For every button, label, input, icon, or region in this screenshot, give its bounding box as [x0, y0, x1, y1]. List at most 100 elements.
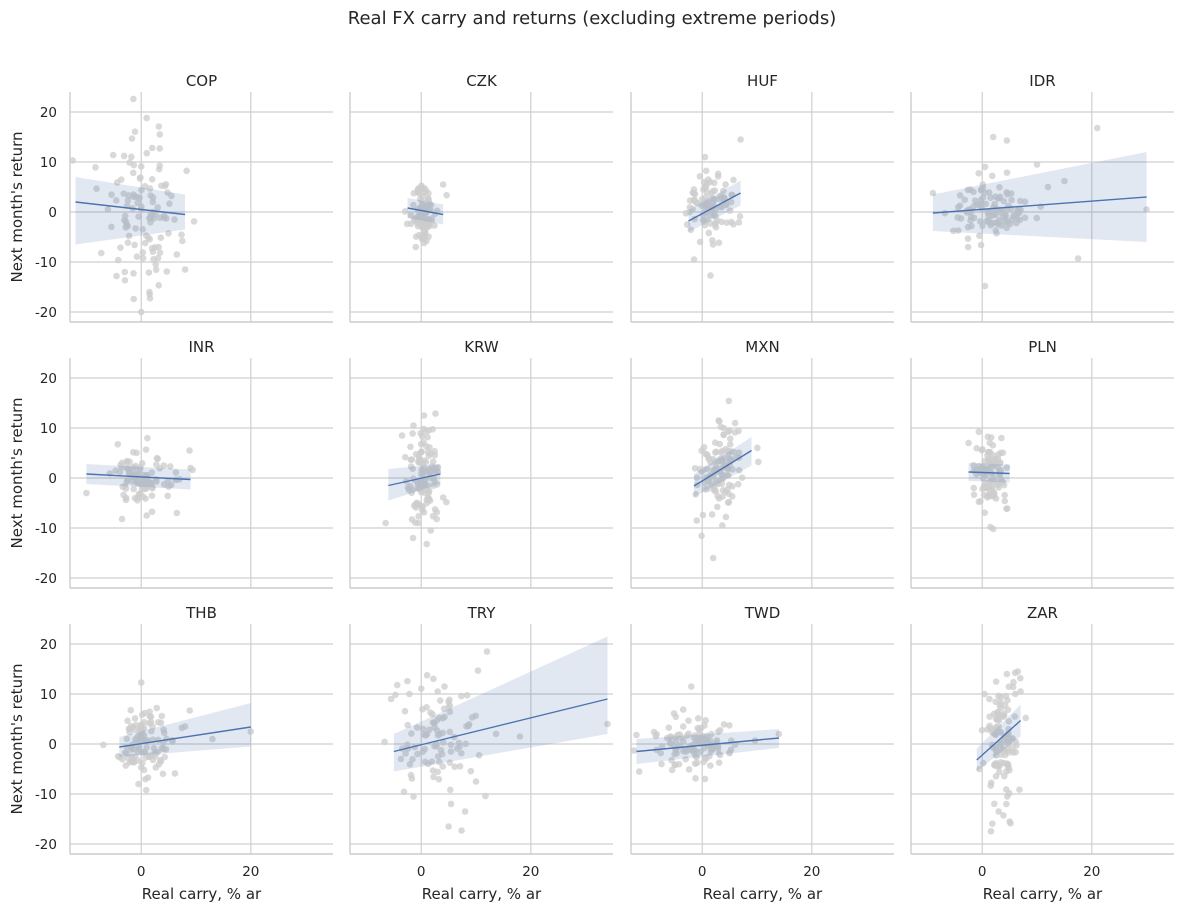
scatter-point — [397, 755, 405, 763]
y-tick-label: 10 — [40, 155, 57, 171]
scatter-point — [418, 479, 426, 486]
scatter-point — [143, 744, 150, 751]
scatter-point — [425, 489, 433, 497]
scatter-point — [125, 232, 133, 240]
scatter-point — [725, 397, 733, 405]
scatter-point — [410, 502, 418, 509]
panel-title-idr: IDR — [1029, 72, 1055, 90]
scatter-point — [702, 717, 710, 724]
scatter-point — [148, 469, 156, 476]
scatter-point — [993, 761, 1000, 769]
scatter-point — [463, 692, 471, 699]
scatter-point — [701, 221, 709, 229]
scatter-point — [693, 474, 701, 481]
scatter-point — [1014, 668, 1022, 675]
scatter-point — [970, 461, 977, 469]
scatter-point — [696, 238, 704, 246]
scatter-point — [996, 768, 1003, 776]
scatter-point — [108, 223, 115, 231]
x-tick-label: 20 — [1083, 864, 1100, 880]
scatter-point — [702, 167, 710, 175]
scatter-point — [403, 220, 411, 228]
scatter-point — [419, 200, 426, 208]
scatter-point — [414, 220, 421, 227]
scatter-point — [726, 722, 733, 729]
scatter-point — [133, 253, 141, 260]
scatter-point — [146, 288, 153, 296]
scatter-point — [187, 464, 194, 472]
scatter-point — [135, 490, 143, 498]
panel-czk: CZK — [349, 72, 613, 323]
scatter-point — [775, 730, 783, 738]
scatter-point — [1044, 183, 1052, 191]
scatter-point — [186, 707, 194, 714]
scatter-point — [160, 726, 167, 734]
scatter-point — [704, 453, 712, 461]
scatter-point — [993, 230, 1000, 237]
scatter-point — [685, 730, 692, 737]
scatter-point — [735, 427, 742, 435]
y-tick-label: 0 — [48, 205, 57, 221]
panel-krw: KRW — [349, 338, 613, 589]
scatter-point — [694, 724, 702, 732]
scatter-point — [674, 731, 681, 739]
scatter-point — [715, 417, 722, 424]
scatter-point — [433, 508, 441, 516]
scatter-point — [976, 765, 983, 773]
scatter-point — [724, 472, 732, 479]
scatter-point — [137, 735, 144, 743]
scatter-point — [400, 788, 408, 796]
scatter-point — [445, 703, 452, 711]
scatter-point — [430, 773, 437, 781]
scatter-point — [124, 239, 132, 246]
scatter-point — [121, 268, 129, 276]
scatter-point — [123, 750, 130, 757]
scatter-point — [148, 484, 156, 492]
y-tick-label: 20 — [40, 371, 57, 387]
scatter-point — [726, 435, 734, 442]
scatter-point — [672, 737, 680, 745]
confidence-band — [932, 152, 1147, 242]
x-axis-label: Real carry, % ar — [142, 885, 262, 903]
scatter-point — [652, 732, 660, 740]
panel-title-mxn: MXN — [745, 338, 779, 356]
scatter-point — [1016, 786, 1023, 794]
scatter-point — [665, 724, 673, 731]
scatter-point — [143, 512, 151, 519]
scatter-point — [413, 724, 421, 731]
scatter-point — [735, 219, 743, 226]
scatter-point — [679, 706, 687, 713]
scatter-point — [97, 249, 105, 257]
scatter-point — [1074, 255, 1082, 262]
scatter-point — [979, 194, 987, 201]
scatter-point — [417, 440, 425, 448]
scatter-point — [430, 675, 437, 683]
scatter-point — [1000, 772, 1008, 780]
scatter-point — [423, 671, 431, 679]
scatter-point — [987, 827, 995, 835]
scatter-point — [152, 749, 159, 757]
scatter-point — [726, 441, 734, 448]
scatter-point — [429, 767, 437, 774]
scatter-point — [998, 740, 1005, 747]
scatter-point — [93, 185, 100, 192]
scatter-point — [142, 232, 150, 239]
scatter-point — [104, 206, 112, 213]
scatter-point — [671, 750, 678, 758]
scatter-point — [687, 683, 695, 690]
scatter-point — [630, 747, 638, 754]
scatter-point — [409, 465, 417, 473]
scatter-point — [164, 492, 172, 500]
scatter-point — [138, 203, 145, 210]
scatter-point — [715, 239, 723, 246]
scatter-point — [692, 490, 700, 498]
scatter-point — [462, 740, 470, 748]
scatter-point — [117, 244, 124, 251]
scatter-point — [209, 735, 216, 743]
scatter-point — [147, 718, 155, 726]
scatter-point — [718, 522, 726, 529]
scatter-point — [714, 173, 722, 180]
scatter-point — [431, 478, 438, 485]
scatter-point — [693, 517, 701, 524]
scatter-point — [139, 249, 147, 256]
